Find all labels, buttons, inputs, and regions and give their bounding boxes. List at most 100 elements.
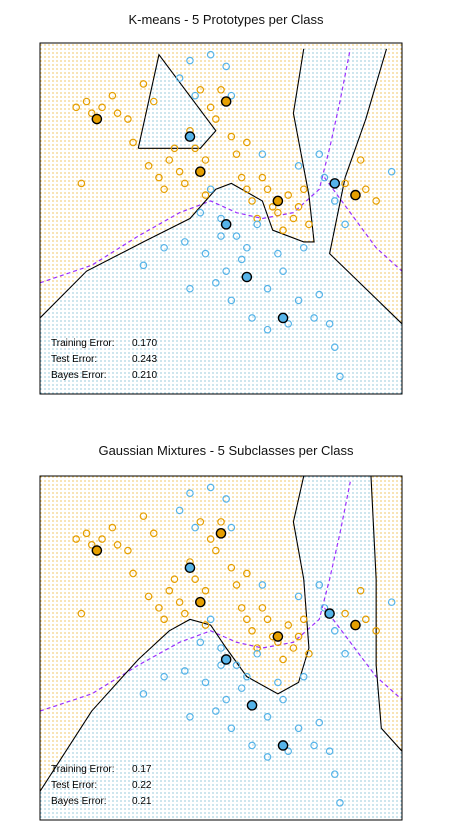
- orange-prototype-point: [195, 596, 206, 608]
- orange-data-point: [341, 609, 349, 618]
- orange-data-point: [243, 615, 251, 624]
- blue-data-point: [325, 319, 334, 328]
- orange-prototype-point: [195, 166, 206, 177]
- orange-data-point: [284, 621, 293, 629]
- orange-data-point: [289, 214, 298, 223]
- blue-data-point: [294, 162, 303, 170]
- blue-prototype-point: [329, 178, 341, 189]
- blue-pocket-region: [138, 54, 216, 149]
- blue-data-point: [243, 243, 251, 252]
- orange-prototype-point: [272, 195, 284, 207]
- orange-data-point: [108, 523, 117, 532]
- blue-data-point: [191, 91, 199, 100]
- blue-data-point: [248, 314, 256, 322]
- orange-data-point: [243, 569, 251, 578]
- blue-data-point: [387, 167, 396, 176]
- bayes-boundary-line: [323, 177, 402, 272]
- blue-data-point: [186, 712, 194, 721]
- orange-data-point: [149, 97, 158, 106]
- stat-label: Training Error:: [51, 764, 115, 775]
- orange-data-point: [253, 644, 262, 652]
- blue-data-point: [227, 724, 236, 733]
- orange-data-point: [227, 563, 236, 572]
- orange-data-point: [279, 226, 287, 235]
- orange-data-point: [186, 558, 194, 566]
- blue-region: [40, 476, 402, 820]
- orange-data-point: [82, 529, 91, 538]
- blue-data-point: [186, 284, 194, 293]
- orange-data-point: [217, 518, 225, 526]
- blue-data-point: [227, 296, 236, 305]
- orange-data-point: [149, 529, 158, 538]
- blue-data-point: [315, 150, 324, 158]
- orange-data-point: [274, 208, 282, 217]
- orange-data-point: [201, 156, 210, 164]
- stat-value: 0.210: [132, 370, 157, 381]
- orange-data-point: [356, 156, 365, 164]
- blue-data-point: [222, 695, 230, 704]
- blue-data-point: [284, 747, 293, 756]
- blue-data-point: [243, 672, 251, 681]
- blue-data-point: [336, 372, 344, 381]
- stat-value: 0.17: [132, 764, 152, 775]
- blue-data-point: [222, 495, 230, 503]
- blue-prototype-point: [277, 312, 289, 324]
- orange-data-point: [155, 173, 163, 182]
- orange-data-point: [217, 86, 225, 94]
- blue-data-point: [274, 678, 282, 687]
- orange-data-point: [351, 621, 360, 629]
- orange-data-point: [227, 132, 236, 141]
- blue-data-point: [217, 214, 225, 223]
- orange-data-point: [268, 632, 277, 641]
- blue-data-point: [294, 592, 303, 601]
- blue-data-point: [160, 672, 168, 681]
- orange-data-point: [248, 626, 256, 635]
- orange-data-point: [274, 638, 282, 647]
- blue-data-point: [315, 581, 324, 589]
- orange-data-point: [160, 185, 168, 194]
- blue-data-point: [294, 724, 303, 733]
- blue-data-point: [315, 718, 324, 727]
- blue-data-point: [181, 238, 189, 246]
- orange-data-point: [144, 592, 153, 601]
- orange-data-point: [124, 546, 132, 555]
- orange-data-point: [87, 109, 96, 118]
- blue-data-point: [201, 249, 210, 258]
- orange-data-point: [175, 598, 184, 606]
- blue-data-point: [201, 678, 210, 687]
- blue-prototype-point: [220, 654, 232, 665]
- blue-data-point: [299, 672, 308, 681]
- orange-data-point: [129, 138, 137, 147]
- blue-data-point: [139, 690, 148, 698]
- blue-data-point: [212, 707, 220, 715]
- blue-data-point: [196, 638, 205, 647]
- orange-data-point: [284, 191, 293, 199]
- blue-data-point: [299, 243, 308, 252]
- orange-data-point: [305, 220, 313, 229]
- orange-data-point: [82, 97, 91, 106]
- orange-data-point: [248, 197, 256, 205]
- blue-data-point: [237, 255, 246, 264]
- model-boundary-line: [137, 53, 217, 149]
- orange-data-point: [196, 86, 205, 94]
- orange-data-point: [155, 604, 163, 612]
- blue-data-point: [253, 649, 262, 658]
- plot-area: [40, 476, 402, 820]
- plot-frame: [39, 42, 403, 395]
- blue-data-point: [217, 661, 225, 670]
- chart-title: K-means - 5 Prototypes per Class: [128, 12, 324, 27]
- stat-label: Training Error:: [51, 338, 115, 349]
- blue-prototype-point: [277, 740, 289, 751]
- orange-data-point: [129, 569, 137, 578]
- stat-value: 0.22: [132, 780, 152, 791]
- stat-value: 0.21: [132, 796, 152, 807]
- orange-data-point: [206, 535, 215, 543]
- orange-prototype-point: [350, 619, 361, 631]
- orange-data-point: [263, 615, 272, 624]
- stat-label: Test Error:: [51, 354, 97, 365]
- blue-data-point: [341, 649, 349, 658]
- orange-data-point: [243, 185, 251, 194]
- orange-prototype-point: [91, 545, 103, 556]
- orange-data-point: [361, 185, 370, 194]
- blue-data-point: [279, 695, 287, 704]
